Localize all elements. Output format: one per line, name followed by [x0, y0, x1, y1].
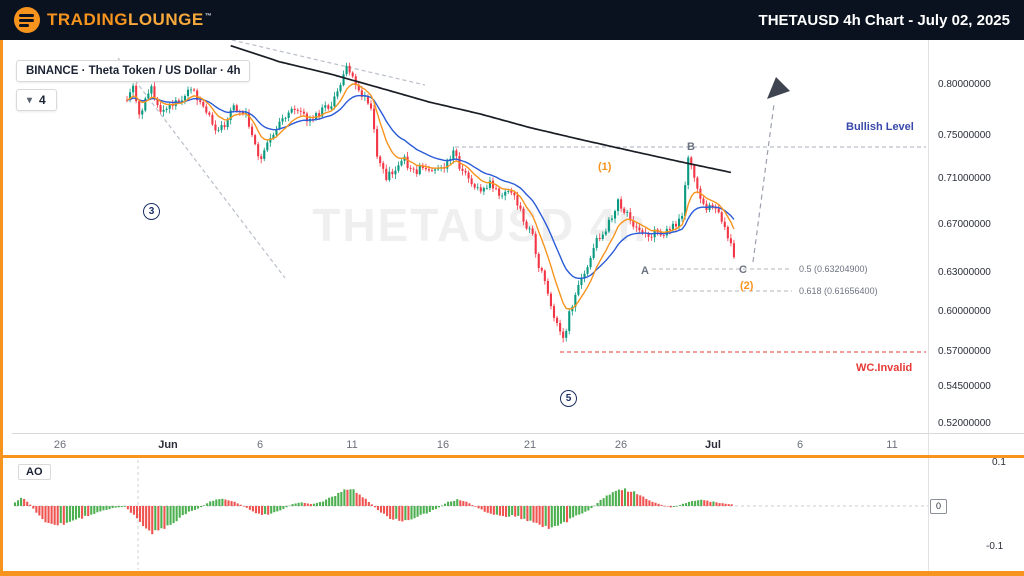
- wave-label-A: A: [641, 265, 649, 277]
- price-axis-label: 0.80000000: [938, 79, 991, 90]
- interval-value: 4: [39, 93, 46, 107]
- time-axis-label: 26: [614, 439, 628, 451]
- time-axis-label: Jun: [158, 439, 178, 451]
- time-axis-line: [12, 433, 1024, 434]
- price-axis-label: 0.67000000: [938, 219, 991, 230]
- chevron-down-icon: ▾: [27, 94, 33, 106]
- candles: [125, 62, 735, 343]
- tradinglounge-logo-icon: [14, 7, 40, 33]
- symbol-legend-text: BINANCE · Theta Token / US Dollar · 4h: [26, 65, 241, 77]
- wc-invalid-label: WC.Invalid: [856, 362, 913, 374]
- time-axis-label: 6: [256, 439, 264, 451]
- ao-indicator-label[interactable]: AO: [18, 464, 51, 480]
- left-accent-border: [0, 40, 3, 576]
- price-axis-label: 0.60000000: [938, 306, 991, 317]
- chart-title: THETAUSD 4h Chart - July 02, 2025: [758, 11, 1010, 29]
- header-bar: TRADINGLOUNGE™ THETAUSD 4h Chart - July …: [0, 0, 1024, 40]
- wave-label-5: 5: [560, 390, 577, 407]
- time-axis-label: 11: [886, 439, 898, 451]
- bottom-accent-border: [0, 571, 1024, 576]
- fib-0-618-label: 0.618 (0.61656400): [799, 286, 878, 296]
- time-axis-label: 6: [796, 439, 804, 451]
- time-axis-label: Jul: [705, 439, 721, 451]
- bullish-level-label: Bullish Level: [846, 121, 914, 133]
- price-axis-label: 0.54500000: [938, 381, 991, 392]
- ao-histogram: [13, 488, 733, 535]
- brand-word-trading: TRADING: [47, 10, 128, 29]
- time-axis-label: 16: [436, 439, 450, 451]
- price-axis-label: 0.75000000: [938, 130, 991, 141]
- ao-scale-bottom: -0.1: [986, 541, 1004, 552]
- brand-name: TRADINGLOUNGE™: [47, 10, 212, 30]
- fib-0-5-label: 0.5 (0.63204900): [799, 264, 868, 274]
- pane-separator[interactable]: [0, 455, 1024, 458]
- time-axis-label: 11: [346, 439, 358, 451]
- trademark-symbol: ™: [204, 13, 213, 21]
- price-axis-label: 0.63000000: [938, 267, 991, 278]
- wave-label-B: B: [687, 141, 695, 153]
- wave-label-C: C: [739, 264, 747, 276]
- price-axis-label: 0.57000000: [938, 346, 991, 357]
- price-axis-divider: [928, 40, 929, 571]
- wave-label-2: (2): [740, 280, 754, 292]
- ao-scale-zero-badge: 0: [930, 499, 948, 514]
- ao-scale-top: 0.1: [992, 457, 1006, 468]
- brand-word-lounge: LOUNGE: [127, 10, 204, 29]
- ao-label-text: AO: [26, 466, 43, 478]
- time-axis-label: 21: [523, 439, 537, 451]
- symbol-legend[interactable]: BINANCE · Theta Token / US Dollar · 4h: [16, 60, 251, 82]
- price-axis-label: 0.52000000: [938, 418, 991, 429]
- wave-label-3: 3: [143, 203, 160, 220]
- interval-dropdown[interactable]: ▾ 4: [16, 89, 57, 111]
- brand-logo: TRADINGLOUNGE™: [14, 7, 212, 33]
- price-axis-label: 0.71000000: [938, 173, 991, 184]
- chart-watermark: THETAUSD 4h: [312, 199, 648, 251]
- time-axis-label: 26: [53, 439, 67, 451]
- wave-label-1: (1): [598, 161, 612, 173]
